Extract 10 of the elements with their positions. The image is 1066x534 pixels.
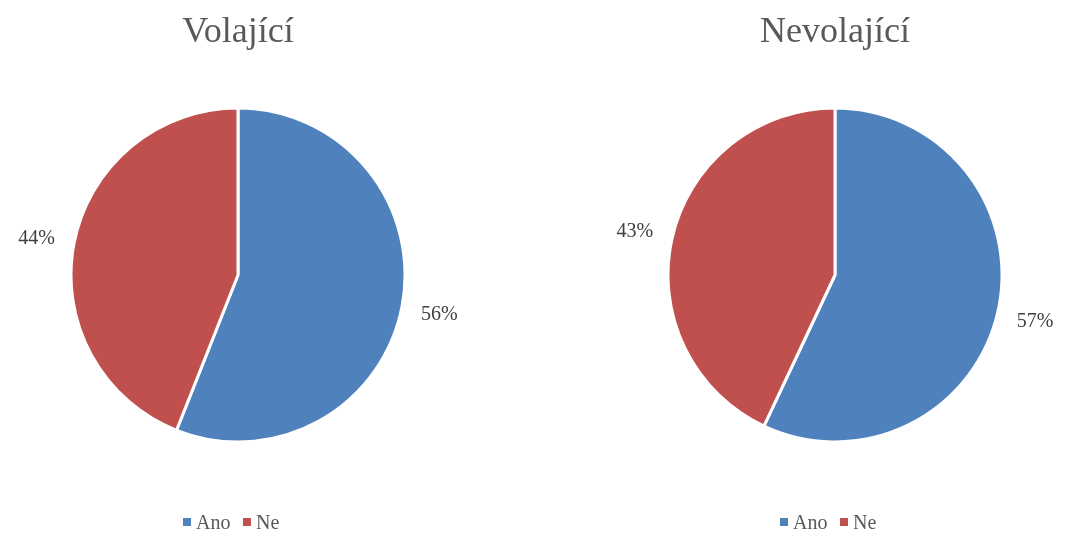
data-label: 43% xyxy=(616,219,654,242)
data-label: 57% xyxy=(1016,308,1054,331)
legend-label: Ano xyxy=(793,511,828,533)
legend-label: Ne xyxy=(853,511,877,533)
data-label: 56% xyxy=(421,302,458,325)
chart-title: Nevolající xyxy=(760,10,910,50)
data-label: 44% xyxy=(18,225,55,248)
chart-title: Volající xyxy=(182,10,294,50)
legend-label: Ano xyxy=(196,511,231,533)
legend-label: Ne xyxy=(256,511,280,533)
